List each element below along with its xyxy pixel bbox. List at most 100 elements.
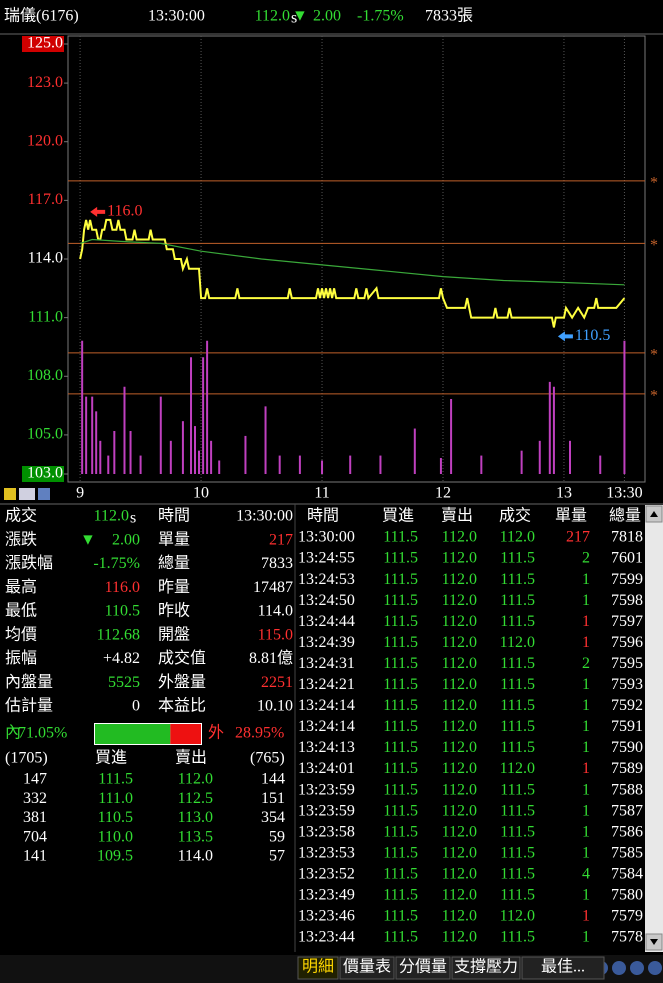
tick-cell: 111.5 (383, 844, 418, 861)
tab-nav (594, 961, 662, 975)
tick-cell: 7597 (611, 613, 643, 630)
tick-cell: 13:24:14 (298, 718, 355, 735)
outer-label: 外 (208, 724, 224, 742)
tick-cell: 112.0 (500, 529, 535, 546)
tick-header: 賣出 (441, 507, 473, 525)
tick-cell: 13:24:50 (298, 592, 355, 609)
tick-cell: 1 (582, 718, 590, 735)
tick-cell: 111.5 (500, 550, 535, 567)
nav-last[interactable] (648, 961, 662, 975)
y-tick-label: 111.0 (28, 308, 63, 325)
bid-price: 111.5 (98, 771, 133, 788)
tick-cell: 111.5 (383, 655, 418, 672)
quote-label: 單量 (158, 531, 190, 548)
tick-cell: 2 (582, 655, 590, 672)
order-book-header: (1705) (5, 750, 48, 767)
tick-cell: 111.5 (500, 929, 535, 946)
quote-label: 估計量 (5, 697, 53, 715)
quote-value: +4.82 (103, 650, 140, 667)
chart-icon[interactable] (19, 488, 35, 500)
tick-cell: 7599 (611, 571, 643, 588)
header-arrow: ▼ (292, 8, 308, 25)
tick-cell: 7587 (611, 802, 643, 819)
quote-label: 內盤量 (5, 673, 53, 691)
tab[interactable]: 分價量 (395, 956, 451, 980)
tick-cell: 13:24:44 (298, 613, 355, 630)
inner-bar (95, 724, 171, 744)
info-icon[interactable] (38, 488, 50, 500)
quote-prefix: ▼ (80, 531, 96, 548)
tick-cell: 1 (582, 592, 590, 609)
quote-label: 最高 (5, 578, 37, 596)
tick-cell: 111.5 (383, 823, 418, 840)
tab-label[interactable]: 支撐壓力 (454, 958, 518, 976)
tab-label[interactable]: 最佳... (541, 958, 585, 976)
tick-cell: 112.0 (442, 908, 477, 925)
bid-qty: 704 (23, 828, 47, 845)
tick-cell: 112.0 (500, 634, 535, 651)
quote-value: 2.00 (112, 531, 140, 548)
tab[interactable]: 支撐壓力 (451, 956, 521, 980)
tick-cell: 111.5 (500, 613, 535, 630)
tab[interactable]: 價量表 (339, 956, 395, 980)
tick-cell: 7596 (611, 634, 643, 651)
tick-cell: 1 (582, 781, 590, 798)
quote-value: 115.0 (258, 626, 293, 643)
tick-cell: 13:23:46 (298, 908, 355, 925)
tick-cell: 111.5 (500, 655, 535, 672)
tick-cell: 2 (582, 550, 590, 567)
nav-prev[interactable] (612, 961, 626, 975)
tick-cell: 112.0 (442, 592, 477, 609)
y-tick-label: 114.0 (28, 250, 63, 267)
tick-cell: 111.5 (383, 613, 418, 630)
tick-header: 總量 (609, 507, 641, 525)
bid-price: 110.0 (98, 828, 133, 845)
tick-cell: 1 (582, 739, 590, 756)
tick-cell: 112.0 (442, 844, 477, 861)
tick-cell: 112.0 (442, 929, 477, 946)
tick-cell: 7595 (611, 655, 643, 672)
tick-cell: 111.5 (500, 802, 535, 819)
tick-cell: 13:23:49 (298, 887, 355, 904)
tab-label[interactable]: 明細 (302, 958, 334, 976)
nav-next[interactable] (630, 961, 644, 975)
tick-cell: 4 (582, 865, 590, 882)
tick-cell: 13:24:39 (298, 634, 355, 651)
tick-cell: 111.5 (383, 781, 418, 798)
header-price: 112.0 (255, 8, 290, 25)
quote-value: 5525 (108, 674, 140, 691)
tick-cell: 13:24:13 (298, 739, 355, 756)
tick-cell: 1 (582, 676, 590, 693)
y-tick-label: 105.0 (27, 426, 63, 443)
quote-value: 112.0 (94, 508, 129, 525)
tick-cell: 13:24:53 (298, 571, 355, 588)
tick-cell: 111.5 (383, 718, 418, 735)
tick-cell: 13:23:44 (298, 929, 355, 946)
tick-cell: 7590 (611, 739, 643, 756)
alert-icon[interactable] (4, 488, 16, 500)
x-tick-label: 13:30 (606, 485, 642, 502)
tick-cell: 1 (582, 844, 590, 861)
quote-value: 116.0 (105, 579, 140, 596)
stock-name: 瑞儀(6176) (4, 7, 79, 25)
quote-value: 112.68 (97, 626, 140, 643)
tick-cell: 1 (582, 823, 590, 840)
tab-label[interactable]: 分價量 (399, 958, 447, 976)
tab-label[interactable]: 價量表 (343, 958, 391, 976)
scroll-track (645, 505, 663, 952)
ask-qty: 144 (261, 771, 285, 788)
tick-cell: 13:23:59 (298, 781, 355, 798)
tick-cell: 111.5 (383, 676, 418, 693)
tick-cell: 13:24:01 (298, 760, 355, 777)
annotation-arrow (90, 206, 106, 217)
tick-cell: 1 (582, 760, 590, 777)
quote-value: 8.81億 (249, 649, 293, 667)
bid-price: 109.5 (97, 847, 133, 864)
annotation-arrow (557, 331, 573, 342)
tab[interactable]: 最佳... (521, 956, 605, 980)
tick-cell: 13:23:58 (298, 823, 355, 840)
tab[interactable]: 明細 (297, 956, 339, 980)
tick-cell: 112.0 (500, 908, 535, 925)
header-change-pct: -1.75% (357, 8, 404, 25)
